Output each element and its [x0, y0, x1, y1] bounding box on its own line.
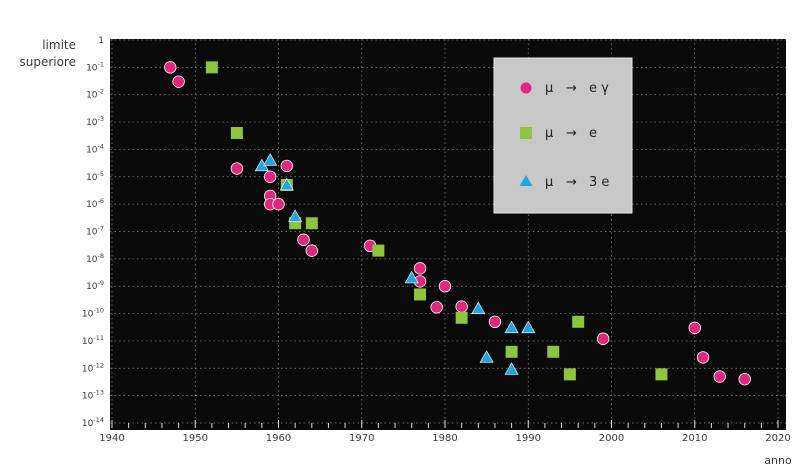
grid [110, 39, 786, 430]
legend-product-2: e [589, 126, 597, 141]
x-tick-label: 1990 [516, 433, 541, 444]
x-tick-label: 1940 [99, 433, 124, 444]
data-point-circle [430, 301, 443, 314]
y-tick-label: 10-3 [86, 115, 104, 128]
y-tick-label: 10-4 [86, 142, 104, 155]
data-point-triangle [504, 362, 519, 375]
legend-arrow-2: → [566, 126, 577, 141]
y-tick-label: 1 [98, 36, 104, 46]
y-tick-label: 10-6 [86, 197, 104, 210]
x-tick-label: 1970 [349, 433, 374, 444]
x-tick-label: 1980 [432, 433, 457, 444]
data-point-square [372, 244, 385, 257]
data-point-circle [488, 315, 502, 329]
data-point-circle [297, 233, 310, 246]
data-point-circle [713, 370, 726, 383]
data-point-triangle [521, 320, 536, 334]
legend-mu-3: μ [545, 175, 553, 190]
data-point-circle [738, 372, 751, 386]
y-tick-label: 10-12 [82, 361, 104, 374]
data-point-triangle [471, 301, 486, 315]
legend-marker-triangle [519, 175, 533, 186]
x-axis-tick-labels: 1940 1950 1960 1970 1980 1990 2000 2010 2020 [99, 433, 790, 444]
data-point-circle [305, 244, 319, 257]
data-point-circle [172, 75, 185, 88]
legend-marker-square [520, 127, 532, 139]
data-point-triangle [504, 320, 519, 334]
data-point-square [505, 345, 518, 358]
data-point-triangle [288, 209, 303, 222]
y-tick-label: 10-8 [86, 252, 104, 265]
plot-background [110, 39, 786, 430]
legend-box [493, 57, 633, 214]
legend-marker-circle [520, 82, 532, 94]
data-point-circle [455, 300, 468, 313]
legend-arrow-3: → [566, 175, 577, 190]
data-point-circle [230, 162, 244, 175]
data-point-circle [696, 351, 710, 364]
x-tick-label: 2010 [682, 433, 707, 444]
y-tick-label: 10-9 [86, 279, 104, 292]
data-point-triangle [263, 153, 278, 166]
data-point-square [205, 61, 218, 74]
legend-mu-2: μ [545, 126, 553, 141]
y-tick-label: 10-14 [82, 416, 104, 429]
y-tick-label: 10-10 [82, 307, 104, 320]
data-point-square [414, 288, 427, 301]
y-axis-label-line-1: limite [42, 38, 76, 52]
data-point-square [230, 126, 243, 139]
x-tick-label: 1950 [183, 433, 208, 444]
legend-arrow-1: → [566, 81, 577, 96]
data-point-triangle [479, 350, 494, 363]
legend: μ → e γ μ → e μ → 3 e [493, 57, 633, 214]
data-points [164, 61, 751, 386]
data-point-circle [164, 61, 177, 74]
x-axis-label: anno [764, 454, 792, 467]
data-point-triangle [279, 177, 294, 191]
y-axis-tick-labels: 1 10-1 10-2 10-3 10-4 10-5 10-6 10-7 10-8 10-9 10-… [82, 36, 104, 429]
y-tick-label: 10-7 [86, 225, 104, 238]
data-point-circle [596, 332, 610, 345]
data-point-square [547, 345, 560, 358]
y-tick-label: 10-1 [86, 60, 104, 73]
data-point-square [572, 315, 585, 328]
legend-product-1: e γ [589, 81, 609, 96]
x-tick-label: 2000 [599, 433, 624, 444]
y-tick-label: 10-2 [86, 88, 104, 101]
data-point-square [455, 311, 468, 324]
data-point-circle [263, 170, 277, 183]
data-point-square [563, 368, 576, 381]
y-tick-label: 10-11 [82, 334, 104, 347]
data-point-circle [272, 197, 285, 211]
x-tick-label: 2020 [765, 433, 790, 444]
data-point-circle [413, 262, 427, 275]
data-point-circle [438, 280, 452, 293]
y-tick-label: 10-5 [86, 170, 104, 183]
data-point-triangle [404, 270, 419, 284]
data-point-square [305, 217, 318, 230]
data-point-circle [280, 159, 294, 173]
data-point-square [655, 368, 668, 381]
x-tick-label: 1960 [266, 433, 291, 444]
data-point-circle [688, 321, 701, 335]
legend-mu-1: μ [545, 81, 553, 96]
x-tick-marks [111, 420, 779, 428]
legend-product-3: 3 e [589, 175, 609, 190]
y-axis-label-line-2: superiore [19, 55, 76, 69]
y-tick-label: 10-13 [82, 389, 104, 402]
